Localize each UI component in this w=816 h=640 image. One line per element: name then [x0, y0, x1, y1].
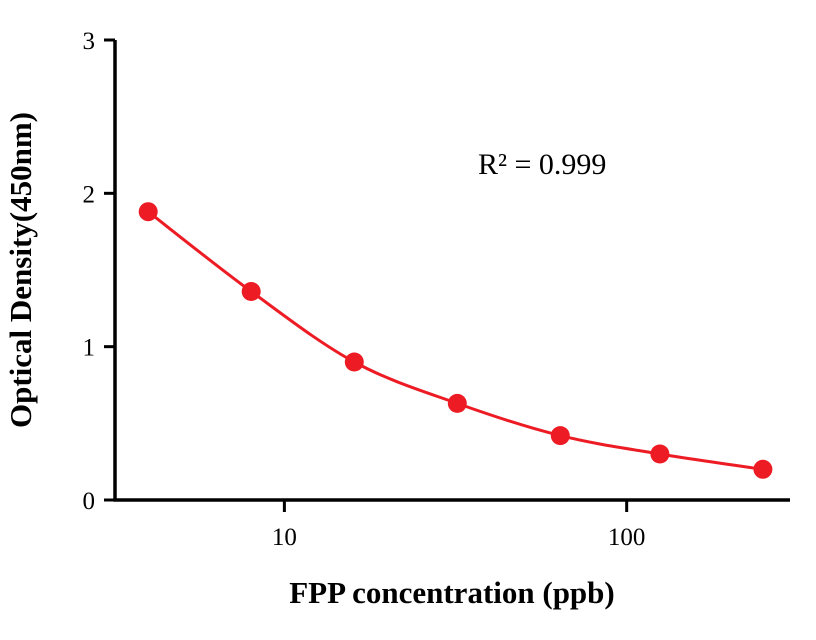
y-tick-label: 2 [83, 181, 96, 208]
y-tick-label: 3 [83, 28, 96, 55]
data-point [138, 202, 158, 222]
y-tick-label: 0 [83, 488, 96, 515]
x-tick-label: 100 [608, 524, 646, 551]
data-point [753, 459, 773, 479]
data-point [344, 352, 364, 372]
x-tick-label: 10 [272, 524, 297, 551]
data-point [650, 444, 670, 464]
fit-curve [147, 210, 764, 471]
plot-layer: 0 1 2 3 10 100 [83, 28, 790, 551]
data-point [550, 426, 570, 446]
y-tick-label: 1 [83, 335, 96, 362]
x-axis-label: FPP concentration (ppb) [289, 575, 615, 610]
data-point [241, 282, 261, 301]
axis-spine [113, 40, 790, 502]
y-axis-label: Optical Density(450nm) [3, 112, 38, 428]
data-point [447, 393, 467, 413]
r-squared-annotation: R² = 0.999 [478, 148, 606, 181]
